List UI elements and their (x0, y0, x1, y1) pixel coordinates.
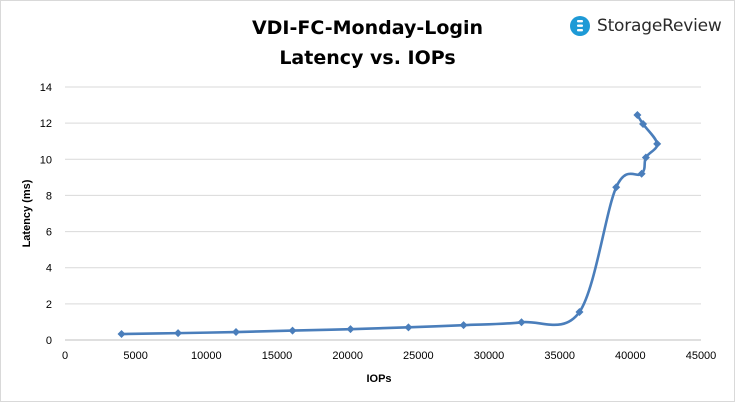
data-point (637, 169, 646, 178)
data-point (117, 330, 126, 339)
gridlines (65, 86, 701, 305)
data-point (653, 139, 662, 148)
data-point (633, 111, 642, 120)
y-tick-label: 14 (40, 82, 52, 94)
data-markers (117, 111, 662, 339)
data-point (404, 323, 413, 332)
y-tick-label: 0 (46, 335, 52, 347)
brand-name: StorageReview (597, 16, 722, 36)
data-point (232, 328, 241, 337)
series-line (121, 114, 659, 336)
x-axis-label: IOPs (366, 373, 391, 385)
y-tick-label: 8 (46, 190, 52, 202)
x-tick-labels: 0 5000 10000 15000 20000 25000 30000 35000 40000… (62, 350, 716, 362)
y-tick-labels: 0 2 4 6 8 10 12 14 (40, 82, 52, 347)
x-tick-label: 20000 (332, 350, 363, 362)
x-tick-label: 15000 (262, 350, 293, 362)
chart-subtitle: Latency vs. IOPs (279, 47, 456, 69)
y-tick-label: 10 (40, 154, 52, 166)
data-point (575, 307, 584, 316)
data-point (639, 120, 648, 129)
data-point (346, 325, 355, 334)
x-tick-label: 45000 (686, 350, 717, 362)
x-tick-label: 30000 (474, 350, 505, 362)
data-point (517, 318, 526, 327)
x-tick-label: 25000 (403, 350, 434, 362)
y-axis-label: Latency (ms) (21, 179, 33, 247)
data-point (612, 183, 621, 192)
y-tick-label: 4 (46, 263, 52, 275)
x-tick-label: 10000 (191, 350, 222, 362)
y-tick-label: 12 (40, 118, 52, 130)
chart-title: VDI-FC-Monday-Login (251, 17, 484, 39)
y-tick-label: 6 (46, 227, 52, 239)
x-tick-label: 0 (62, 350, 68, 362)
x-tick-label: 40000 (615, 350, 646, 362)
brand-logo: StorageReview (569, 15, 722, 37)
storagereview-logo-icon (570, 16, 590, 36)
data-point (288, 326, 297, 335)
data-point (641, 153, 650, 162)
y-tick-label: 2 (46, 299, 52, 311)
x-tick-label: 35000 (544, 350, 575, 362)
x-tick-label: 5000 (123, 350, 147, 362)
data-point (459, 321, 468, 330)
data-point (174, 329, 183, 338)
